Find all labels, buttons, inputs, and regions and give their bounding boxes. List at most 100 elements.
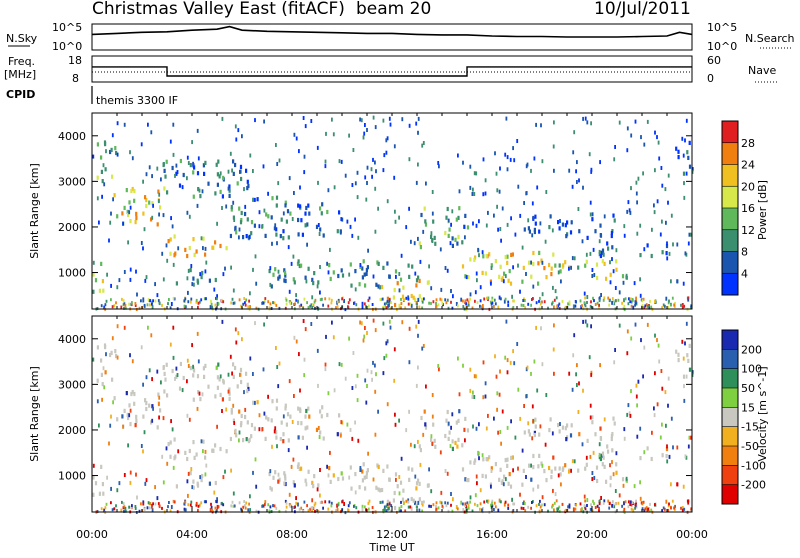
velocity-clutter-cell (654, 503, 656, 507)
power-noise-cell (590, 121, 592, 126)
power-noise-cell (304, 124, 307, 129)
power-clutter-cell (285, 302, 288, 306)
velocity-noise-cell (244, 407, 247, 412)
velocity-noise-cell (541, 463, 544, 468)
velocity-cell (311, 480, 314, 485)
velocity-cell (461, 443, 464, 448)
velocity-clutter-cell (324, 500, 327, 504)
power-clutter-cell (288, 300, 291, 303)
power-clutter-cell (398, 303, 401, 307)
power-noise-cell (339, 230, 342, 235)
velocity-clutter-cell (621, 504, 623, 508)
velocity-clutter-cell (341, 500, 343, 504)
power-clutter-cell (466, 298, 469, 302)
power-cell (341, 273, 345, 278)
power-noise-cell (190, 264, 193, 268)
power-noise-cell (166, 258, 169, 263)
velocity-noise-cell (361, 507, 364, 512)
power-noise-cell (408, 157, 411, 162)
power-cell (284, 200, 287, 205)
velocity-cell (469, 460, 472, 465)
velocity-clutter-cell (388, 502, 391, 506)
power-noise-cell (263, 208, 266, 213)
velocity-cell (545, 478, 548, 483)
velocity-cell (407, 466, 410, 471)
power-cell (388, 274, 391, 279)
velocity-noise-cell (586, 498, 589, 502)
velocity-noise-cell (407, 498, 410, 503)
power-noise-cell (609, 280, 612, 285)
velocity-noise-cell (676, 482, 678, 487)
power-colorbar-swatch (722, 164, 738, 187)
power-clutter-cell (428, 301, 430, 305)
power-cell (688, 164, 692, 169)
velocity-noise-cell (517, 387, 520, 392)
velocity-clutter-cell (111, 508, 114, 512)
velocity-noise-cell (660, 369, 663, 373)
velocity-noise-cell (187, 364, 190, 368)
velocity-cell (196, 374, 200, 379)
velocity-clutter-cell (151, 505, 153, 509)
velocity-noise-cell (460, 500, 463, 505)
velocity-clutter-cell (311, 508, 314, 512)
velocity-cell (603, 464, 606, 469)
velocity-noise-cell (349, 427, 352, 432)
power-noise-cell (238, 235, 240, 240)
velocity-noise-cell (111, 336, 114, 341)
power-noise-cell (530, 260, 532, 265)
velocity-cell (248, 437, 251, 442)
velocity-noise-cell (626, 412, 629, 417)
velocity-cell (601, 462, 604, 467)
power-clutter-cell (295, 298, 298, 302)
velocity-clutter-cell (464, 502, 467, 506)
power-noise-cell (382, 118, 385, 123)
velocity-clutter-cell (551, 503, 554, 507)
velocity-clutter-cell (690, 509, 692, 513)
power-noise-cell (127, 240, 129, 245)
power-noise-cell (241, 134, 243, 139)
power-clutter-cell (123, 302, 126, 306)
power-noise-cell (244, 204, 247, 209)
velocity-cell (188, 448, 191, 454)
velocity-cell (197, 390, 200, 395)
power-clutter-cell (507, 303, 510, 307)
power-noise-cell (504, 152, 507, 157)
velocity-clutter-cell (524, 509, 527, 513)
velocity-clutter-cell (284, 509, 287, 513)
power-noise-cell (479, 285, 482, 290)
velocity-cell (401, 497, 405, 502)
velocity-noise-cell (630, 336, 633, 341)
power-noise-cell (460, 297, 463, 302)
power-noise-cell (482, 157, 485, 162)
power-cell (464, 274, 467, 279)
power-cell (402, 285, 405, 290)
power-noise-cell (354, 287, 357, 292)
power-noise-cell (629, 210, 632, 215)
velocity-noise-cell (439, 450, 442, 455)
velocity-noise-cell (374, 432, 377, 437)
power-clutter-cell (110, 298, 112, 302)
power-clutter-cell (634, 303, 636, 307)
velocity-noise-cell (690, 435, 692, 440)
velocity-cell (394, 472, 398, 477)
power-noise-cell (234, 124, 237, 129)
power-noise-cell (201, 189, 204, 194)
velocity-cell (101, 382, 104, 387)
power-cell (133, 198, 136, 203)
power-noise-cell (277, 181, 280, 186)
velocity-cell (557, 423, 560, 428)
velocity-clutter-cell (670, 506, 672, 510)
power-cell (270, 284, 273, 289)
velocity-cell (457, 437, 460, 442)
velocity-clutter-cell (435, 505, 437, 508)
velocity-clutter-cell (647, 507, 649, 511)
power-cell (283, 268, 286, 273)
power-noise-cell (325, 131, 327, 136)
velocity-cell (532, 465, 535, 470)
velocity-noise-cell (625, 476, 628, 481)
velocity-cell (420, 500, 424, 505)
velocity-noise-cell (277, 384, 280, 389)
power-cell (100, 155, 103, 160)
power-clutter-cell (215, 296, 217, 300)
